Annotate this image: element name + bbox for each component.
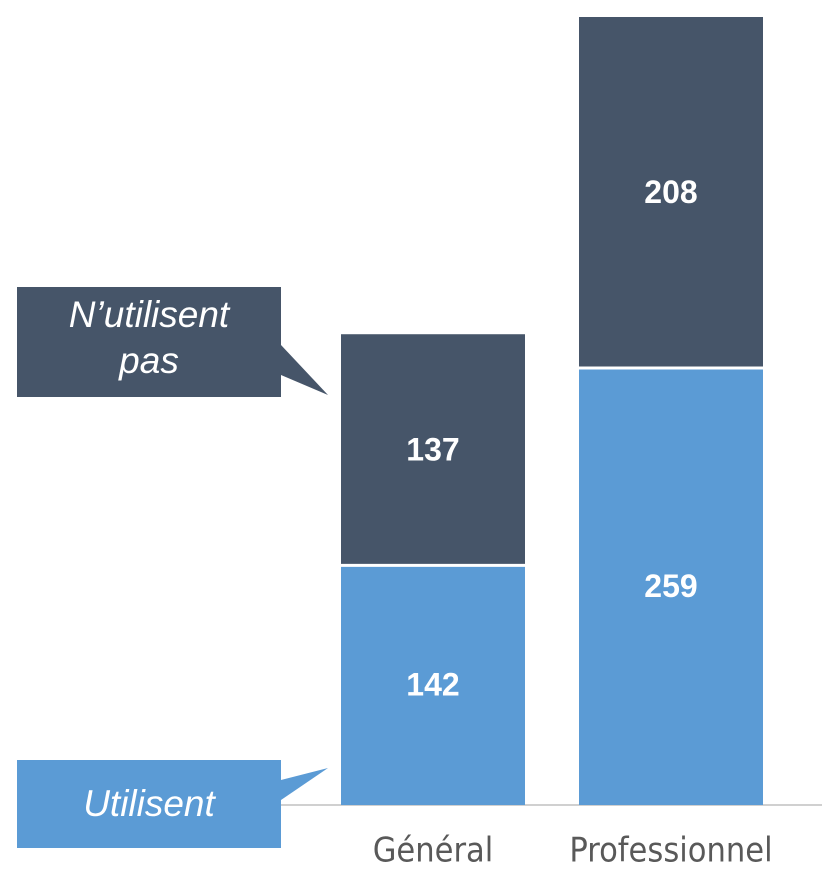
bar-segment	[341, 334, 525, 566]
bar-segment	[579, 17, 763, 368]
x-tick-label: Général	[373, 831, 494, 871]
value-label: 137	[406, 431, 459, 467]
legend-label-line: pas	[118, 340, 179, 381]
bar-segment	[579, 367, 763, 805]
x-tick-label: Professionnel	[569, 831, 772, 871]
legend-box	[17, 760, 281, 848]
legend-pointer	[281, 768, 328, 800]
legend-label: Utilisent	[83, 783, 216, 824]
legend-label: N’utilisent pas	[69, 294, 231, 381]
value-label: 259	[644, 568, 697, 604]
legend-pointer	[281, 345, 328, 395]
bar-segment	[341, 565, 525, 805]
legend-box	[17, 287, 281, 397]
legend-label-line: N’utilisent	[69, 294, 231, 335]
value-label: 142	[406, 667, 459, 703]
value-label: 208	[644, 174, 697, 210]
